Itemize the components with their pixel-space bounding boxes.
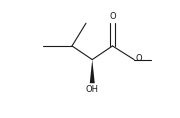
Text: O: O xyxy=(109,12,116,21)
Text: OH: OH xyxy=(86,85,99,94)
Polygon shape xyxy=(90,60,95,83)
Text: O: O xyxy=(135,54,142,63)
